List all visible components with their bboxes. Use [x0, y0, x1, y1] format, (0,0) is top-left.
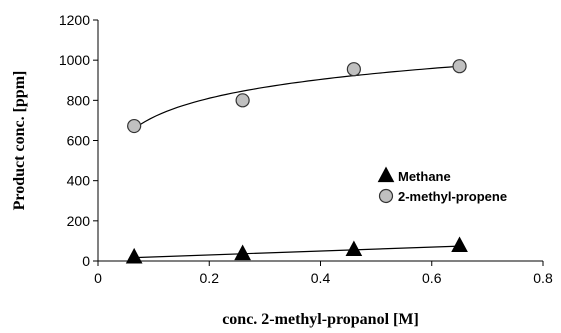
point-2-methyl-propene	[127, 118, 142, 134]
data-points	[125, 59, 468, 264]
y-tick-label: 1000	[59, 52, 90, 68]
x-axis-title: conc. 2-methyl-propanol [M]	[222, 311, 419, 328]
point-2-methyl-propene	[452, 59, 467, 74]
legend-marker-2-methyl-propene	[378, 188, 394, 204]
x-tick-label: 0.2	[200, 270, 220, 286]
y-tick-label: 800	[67, 92, 91, 108]
y-tick-label: 400	[67, 173, 91, 189]
x-tick-label: 0.4	[311, 270, 331, 286]
trendline-2-methyl-propene	[133, 65, 460, 130]
trendlines	[133, 65, 460, 259]
point-methane	[345, 240, 363, 257]
tick-labels: 0 200 400 600 800 1000 1200 0 0.2 0.4 0.6 0.8	[59, 12, 553, 286]
y-tick-label: 0	[82, 253, 90, 269]
point-methane	[234, 244, 251, 261]
point-methane	[125, 247, 143, 264]
trendline-methane	[134, 245, 460, 259]
x-tick-label: 0.6	[422, 270, 442, 286]
x-tick-label: 0	[94, 270, 102, 286]
point-2-methyl-propene	[346, 62, 361, 77]
legend: Methane 2-methyl-propene	[377, 166, 507, 204]
point-2-methyl-propene	[235, 93, 250, 108]
y-tick-label: 1200	[59, 12, 90, 28]
y-tick-label: 600	[67, 133, 91, 149]
legend-label-2-methyl-propene: 2-methyl-propene	[398, 189, 507, 204]
y-axis-title: Product conc. [ppm]	[11, 71, 28, 211]
axes	[93, 19, 544, 266]
legend-marker-methane	[377, 166, 395, 183]
y-tick-label: 200	[67, 213, 91, 229]
legend-label-methane: Methane	[398, 169, 451, 184]
x-tick-label: 0.8	[533, 270, 553, 286]
point-methane	[451, 236, 468, 253]
